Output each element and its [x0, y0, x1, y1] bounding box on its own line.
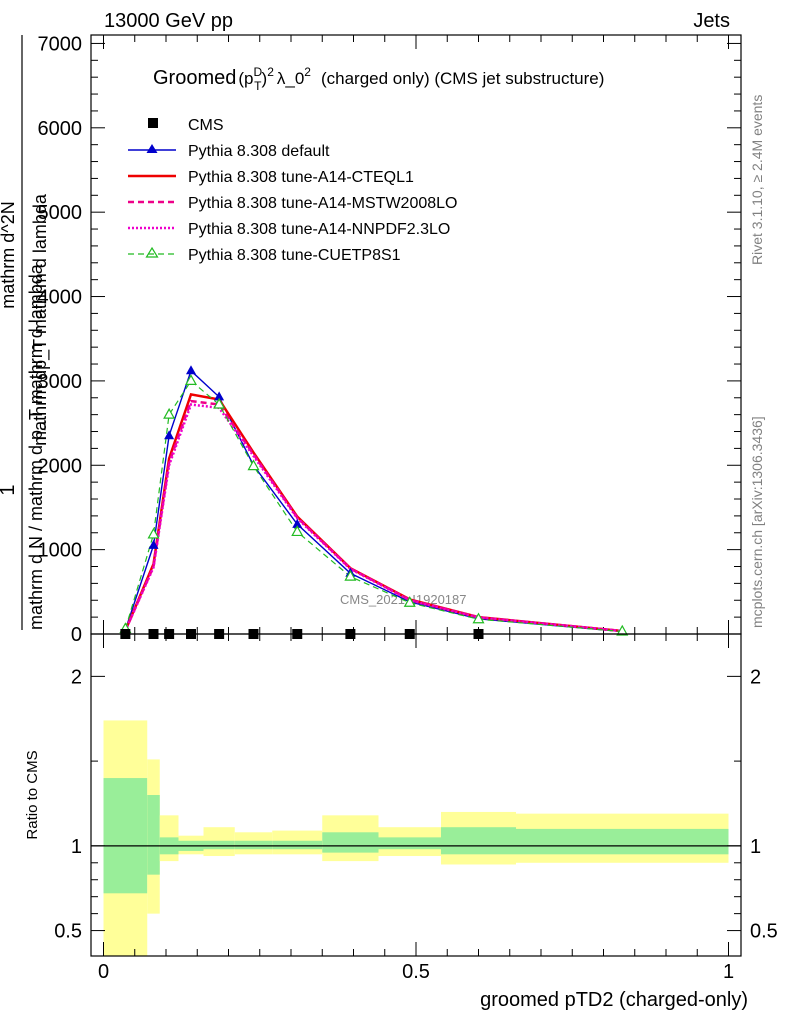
legend-mstw-label: Pythia 8.308 tune-A14-MSTW2008LO [188, 195, 457, 212]
series-marker-cuetp8s1 [163, 407, 176, 419]
ratio-panel: 0.5 0.5 1 1 2 2 0 0.5 1 Ratio to CMS groomed pTD… [24, 633, 778, 1011]
series-marker-cuetp8s1 [184, 374, 198, 386]
type-label: Jets [693, 10, 730, 32]
legend-cuetp8s1-label: Pythia 8.308 tune-CUETP8S1 [188, 247, 401, 264]
legend-cms-label: CMS [188, 117, 224, 134]
ratio-band-inner [203, 840, 235, 850]
legend-default-label: Pythia 8.308 default [188, 143, 330, 160]
ratio-band-inner [147, 795, 160, 875]
ratio-y-tick-label: 0.5 [54, 921, 82, 943]
title-main: Groomed [153, 67, 236, 89]
series-marker-cuetp8s1 [472, 612, 485, 624]
main-y-tick-labels: 0 1000 2000 3000 4000 5000 6000 7000 [38, 33, 83, 646]
main-y-tick-label: 3000 [38, 371, 83, 393]
series-marker-default [292, 518, 303, 528]
ratio-x-tick-label: 0.5 [402, 961, 430, 983]
series-marker-default [148, 539, 159, 549]
series-marker-cuetp8s1 [616, 624, 629, 636]
legend-default-marker [146, 144, 158, 153]
plot-title: Groomed (pD T)2 λ_02 (charged only) (CMS jet… [153, 65, 604, 93]
main-y-tick-label: 2000 [38, 455, 83, 477]
ratio-y-tick-label-right: 0.5 [750, 921, 778, 943]
ratio-y-tick-label: 2 [71, 666, 82, 688]
series-marker-cuetp8s1 [291, 525, 304, 537]
series-marker-default [164, 430, 175, 440]
legend: CMS Pythia 8.308 default Pythia 8.308 tu… [128, 117, 457, 264]
main-y-tick-label: 6000 [38, 118, 83, 140]
ratio-y-tick-label-right: 2 [750, 666, 761, 688]
series-marker-cuetp8s1 [213, 397, 226, 409]
title-lambda: λ_0 [277, 69, 304, 88]
y-label-numerator-2: mathrm d^2N [0, 201, 18, 308]
series-marker-cuetp8s1 [247, 459, 260, 471]
series-marker-cuetp8s1 [147, 527, 160, 539]
title-tail: (charged only) (CMS jet substructure) [321, 69, 604, 88]
ratio-y-label: Ratio to CMS [24, 750, 41, 839]
mcplots-label: mcplots.cern.ch [arXiv:1306.3436] [749, 416, 765, 628]
series-line-cuetp8s1 [124, 380, 623, 633]
legend-cteql1-label: Pythia 8.308 tune-A14-CTEQL1 [188, 169, 414, 186]
ratio-y-tick-label: 1 [71, 836, 82, 858]
main-y-tick-label: 7000 [38, 33, 83, 55]
main-y-tick-label: 0 [71, 624, 82, 646]
legend-cms-marker [148, 118, 158, 128]
main-y-tick-label: 1000 [38, 540, 83, 562]
main-y-label: 1 mathrm d N / mathrm d p_T mathrm d lam… [0, 35, 51, 630]
y-label-numerator: 1 [0, 484, 19, 495]
series-line-nnpdf [124, 403, 623, 633]
legend-nnpdf-label: Pythia 8.308 tune-A14-NNPDF2.3LO [188, 221, 450, 238]
ratio-band-inner [516, 828, 729, 855]
title-sup-d: D [254, 65, 263, 79]
ratio-x-tick-label: 1 [723, 961, 734, 983]
ratio-axis-ticks [91, 634, 741, 956]
title-sup-exp: 2 [304, 65, 311, 79]
main-y-tick-label: 5000 [38, 202, 83, 224]
energy-label: 13000 GeV pp [104, 10, 233, 32]
rivet-label: Rivet 3.1.10, ≥ 2.4M events [749, 95, 765, 265]
series-marker-cuetp8s1 [344, 569, 357, 581]
ratio-x-tick-label: 0 [98, 961, 109, 983]
ratio-band-inner [272, 840, 323, 850]
ratio-band-inner [441, 827, 516, 855]
y-label-denominator: mathrm d N / mathrm d p_T mathrm d lambd… [26, 263, 47, 630]
ratio-y-tick-label-right: 1 [750, 836, 761, 858]
main-axis-ticks [91, 35, 741, 635]
ratio-bands [103, 720, 729, 956]
y-label-denominator-2: mathrm dp_T mathrm d lambda [30, 193, 51, 446]
series-marker-cuetp8s1 [403, 596, 416, 607]
title-sup-2: 2 [267, 65, 274, 79]
x-axis-label: groomed pTD2 (charged-only) [480, 989, 748, 1011]
ratio-tick-labels: 0.5 0.5 1 1 2 2 0 0.5 1 [54, 666, 778, 983]
ratio-frame [90, 633, 742, 957]
ratio-band-inner [378, 837, 441, 850]
legend-cuetp8s1-marker [145, 246, 159, 258]
main-y-tick-label: 4000 [38, 287, 83, 309]
series-marker-default [214, 391, 225, 401]
ratio-band-inner [322, 832, 379, 853]
title-sub-t: T [254, 79, 262, 93]
ratio-band-inner [103, 778, 148, 894]
ratio-band-inner [234, 840, 273, 850]
series-marker-default [186, 365, 196, 375]
